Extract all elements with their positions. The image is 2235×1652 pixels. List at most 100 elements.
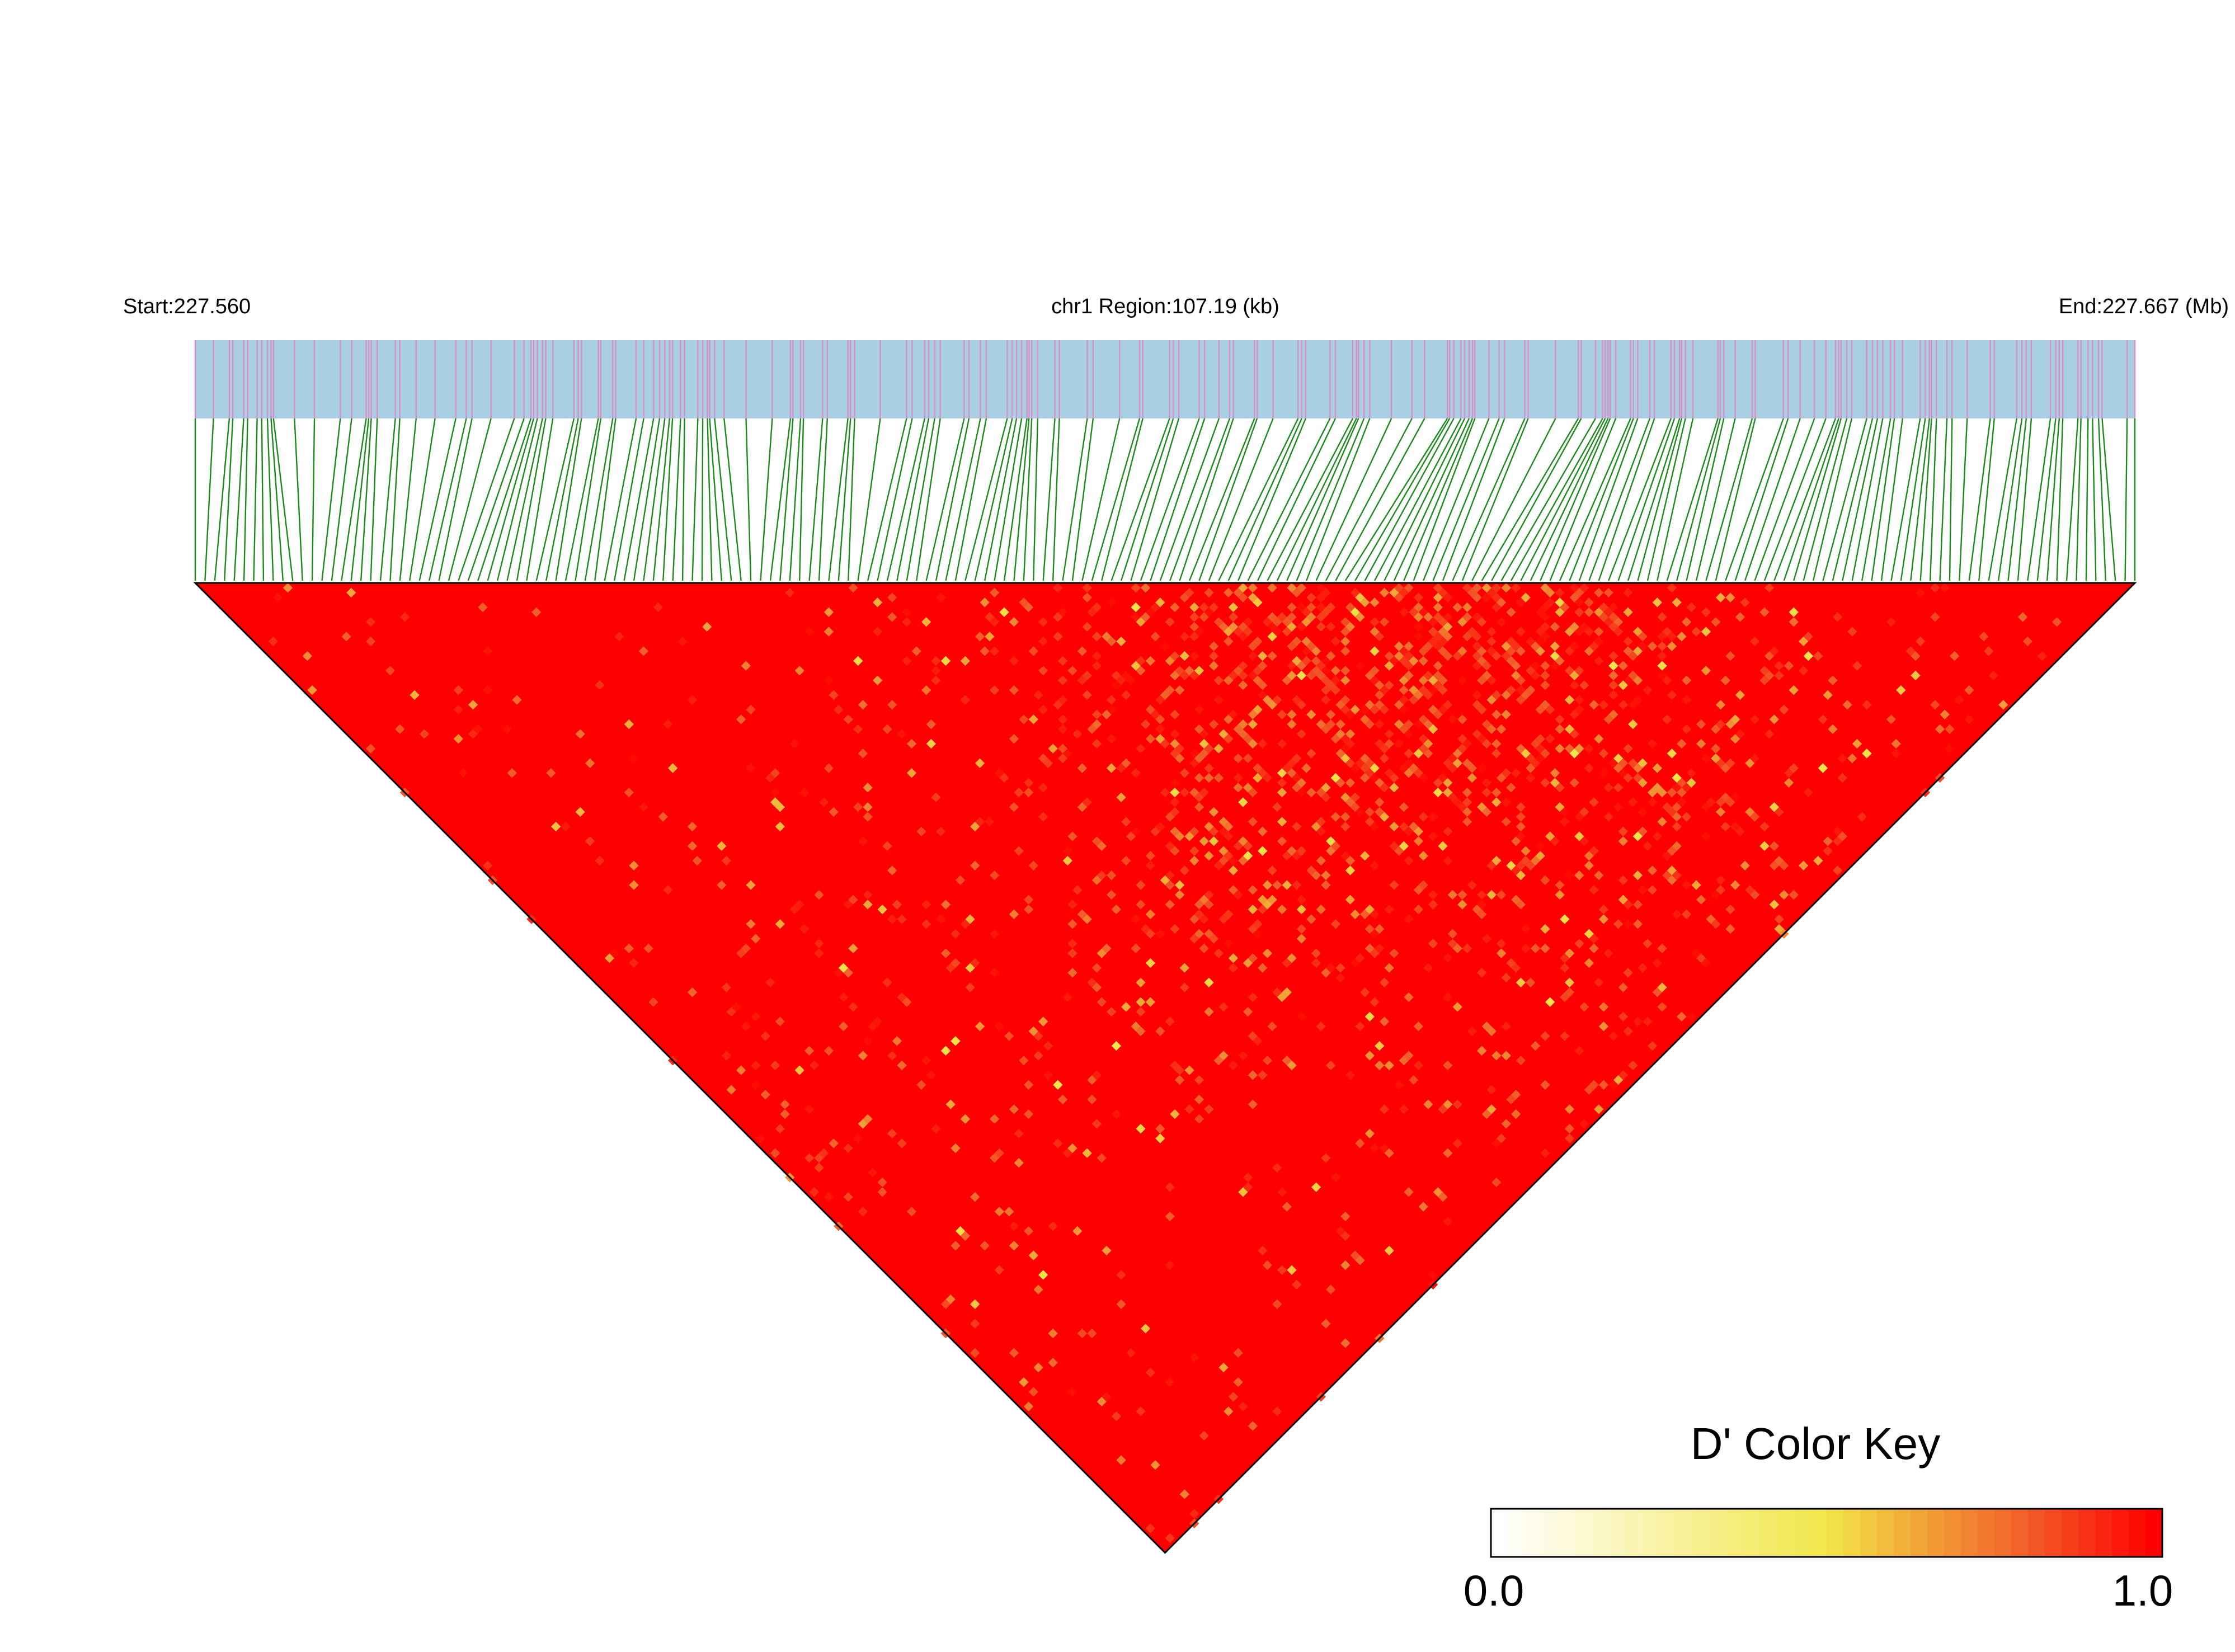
ld-cell <box>872 675 883 685</box>
ld-cell <box>1213 695 1224 705</box>
snp-connector <box>1978 418 1995 581</box>
ld-cell <box>1170 797 1180 807</box>
ld-cell <box>1550 622 1560 632</box>
ld-cell <box>1477 704 1487 715</box>
ld-cell <box>1428 1270 1438 1280</box>
ld-cell <box>1711 724 1721 735</box>
ld-cell <box>1067 919 1077 929</box>
ld-cell <box>1165 1377 1175 1387</box>
ld-cell <box>1862 700 1872 710</box>
ld-cell <box>1603 812 1613 822</box>
ld-cell <box>1170 778 1180 788</box>
ld-cell <box>1364 768 1375 778</box>
ld-cell <box>1564 948 1575 958</box>
ld-cell <box>868 1168 878 1178</box>
ld-cell <box>1769 860 1780 870</box>
ld-cell <box>1457 675 1467 685</box>
snp-connector <box>1627 418 1681 581</box>
ld-cell <box>1199 914 1209 924</box>
ld-cell <box>1433 641 1443 651</box>
ld-cell <box>1208 826 1219 836</box>
ld-cell <box>1340 1338 1351 1348</box>
ld-cell <box>1667 749 1677 759</box>
ld-cell <box>1301 616 1311 627</box>
ld-cell <box>1189 787 1199 798</box>
ld-cell <box>975 632 985 642</box>
ld-cell <box>1091 738 1102 749</box>
ld-cell <box>1647 787 1658 798</box>
snp-connector <box>1188 418 1255 581</box>
ld-cell <box>1248 592 1258 603</box>
ld-cell <box>1623 636 1633 647</box>
ld-cell <box>1282 763 1292 773</box>
ld-cell <box>1340 704 1351 715</box>
ld-cell <box>1555 656 1565 666</box>
ld-cell <box>1330 773 1341 783</box>
ld-cell <box>1589 885 1599 895</box>
ld-cell <box>1452 758 1462 769</box>
ld-cell <box>1477 802 1487 812</box>
snp-connector <box>448 418 492 581</box>
ld-cell <box>1321 685 1331 695</box>
ld-cell <box>1316 787 1326 798</box>
ld-cell <box>1189 670 1199 681</box>
ld-cell <box>1409 1075 1419 1085</box>
ld-cell <box>843 1192 853 1202</box>
ld-cell <box>1496 948 1507 958</box>
ld-cell <box>1325 680 1336 690</box>
color-key-swatch <box>1978 1509 1995 1557</box>
ld-cell <box>1930 583 1940 593</box>
ld-cell <box>1370 860 1380 870</box>
ld-cell <box>1598 602 1609 613</box>
ld-cell <box>1067 831 1077 841</box>
ld-cell <box>1574 704 1584 715</box>
ld-cell <box>1072 1226 1083 1236</box>
color-key-swatch <box>2062 1509 2079 1557</box>
ld-cell <box>1501 583 1511 593</box>
ld-cell <box>1481 778 1492 788</box>
ld-cell <box>1443 855 1453 866</box>
snp-connector <box>1071 418 1094 581</box>
ld-cell <box>1735 612 1745 622</box>
ld-cell <box>1106 889 1117 900</box>
ld-cell <box>1418 656 1428 666</box>
ld-cell <box>970 821 980 832</box>
ld-cell <box>1564 1104 1575 1114</box>
ld-cell <box>1677 632 1687 642</box>
ld-cell <box>1516 870 1526 881</box>
ld-cell <box>1662 627 1672 637</box>
ld-cell <box>1296 700 1307 710</box>
ld-cell <box>1384 1060 1394 1071</box>
ld-cell <box>1228 670 1239 681</box>
ld-cell <box>1340 675 1351 685</box>
snp-connector <box>954 418 987 581</box>
ld-cell <box>1277 709 1287 719</box>
snp-connector <box>1832 418 1874 581</box>
ld-cell <box>1399 704 1409 715</box>
ld-cell <box>1296 583 1307 593</box>
ld-cell <box>1428 812 1438 822</box>
snp-connector <box>1754 418 1815 581</box>
ld-cell <box>1165 880 1175 890</box>
ld-cell <box>1316 612 1326 622</box>
ld-cell <box>1789 763 1799 773</box>
ld-cell <box>1433 680 1443 690</box>
snp-connector <box>681 418 685 581</box>
ld-cell <box>1174 743 1185 754</box>
ld-cell <box>1106 695 1117 705</box>
ld-cell <box>1672 773 1682 783</box>
ld-cell <box>1667 690 1677 700</box>
ld-cell <box>1540 632 1550 642</box>
ld-cell <box>1272 1406 1282 1416</box>
ld-cell <box>1340 812 1351 822</box>
snp-connector <box>438 418 473 581</box>
snp-connector <box>935 418 970 581</box>
ld-cell <box>1335 963 1345 973</box>
ld-cell <box>1998 700 2008 710</box>
snp-connector <box>1442 418 1505 581</box>
snp-connector <box>1461 418 1529 581</box>
ld-cell <box>1759 821 1770 832</box>
color-key-swatch <box>2129 1509 2146 1557</box>
ld-cell <box>468 729 478 739</box>
ld-cell <box>1550 651 1560 661</box>
